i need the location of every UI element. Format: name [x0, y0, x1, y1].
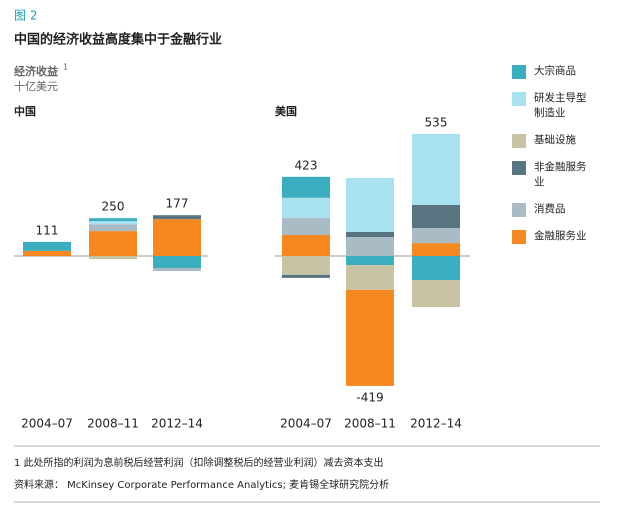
- panel-title: 美国: [275, 104, 297, 118]
- y-axis-label: 经济收益: [14, 64, 58, 78]
- bar-segment: [89, 218, 137, 222]
- bar-segment: [412, 133, 460, 205]
- bar-segment: [412, 228, 460, 244]
- total-label: 111: [36, 223, 59, 237]
- bar-segment: [282, 256, 330, 275]
- y-axis-label-sup: 1: [63, 63, 68, 72]
- legend-swatch: [512, 65, 526, 79]
- bar-segment: [412, 256, 460, 280]
- bar-segment: [346, 256, 394, 265]
- legend-item: 金融服务业: [512, 229, 636, 244]
- legend-label: 非金融服务业: [534, 161, 587, 188]
- legend-label: 消费品: [534, 203, 566, 215]
- bar-segment: [282, 176, 330, 198]
- bar-segment: [282, 274, 330, 278]
- bar-segment: [346, 289, 394, 386]
- x-tick-label: 2004–07: [21, 417, 73, 431]
- x-tick-label: 2012–14: [410, 417, 462, 431]
- bar-segment: [282, 235, 330, 256]
- legend-item: 消费品: [512, 202, 636, 217]
- legend-label: 研发主导型制造业: [534, 92, 587, 119]
- total-label: 423: [295, 158, 318, 172]
- bar-segment: [346, 232, 394, 238]
- total-label: 177: [166, 197, 189, 211]
- legend-item: 非金融服务业: [512, 160, 636, 190]
- legend: 大宗商品研发主导型制造业基础设施非金融服务业消费品金融服务业: [512, 64, 636, 256]
- footnote: 1 此处所指的利润为息前税后经营利润（扣除调整税后的经营业利润）减去资本支出: [14, 456, 384, 469]
- bar-segment: [346, 265, 394, 290]
- bar-segment: [153, 268, 201, 271]
- legend-label: 大宗商品: [534, 65, 576, 77]
- total-label: 535: [425, 115, 448, 129]
- panel-title: 中国: [14, 104, 36, 118]
- legend-label: 金融服务业: [534, 230, 587, 242]
- x-tick-label: 2012–14: [151, 417, 203, 431]
- legend-swatch: [512, 92, 526, 106]
- legend-swatch: [512, 230, 526, 244]
- bar-segment: [412, 243, 460, 256]
- source: 资料来源： McKinsey Corporate Performance Ana…: [14, 478, 389, 491]
- legend-item: 基础设施: [512, 133, 636, 148]
- legend-label: 基础设施: [534, 134, 576, 146]
- x-tick-label: 2008–11: [344, 417, 396, 431]
- bar-segment: [153, 219, 201, 256]
- bar-segment: [89, 224, 137, 232]
- bar-segment: [346, 178, 394, 232]
- bar-segment: [412, 280, 460, 307]
- bar-segment: [153, 256, 201, 268]
- bar-segment: [89, 256, 137, 259]
- legend-item: 大宗商品: [512, 64, 636, 79]
- bar-segment: [23, 241, 71, 251]
- bar-segment: [23, 250, 71, 256]
- x-tick-label: 2004–07: [280, 417, 332, 431]
- bar-segment: [282, 197, 330, 218]
- bar-segment: [282, 217, 330, 235]
- figure-label: 图 2: [14, 9, 37, 23]
- bar-segment: [89, 221, 137, 225]
- units: 十亿美元: [14, 79, 58, 93]
- bar-segment: [89, 231, 137, 256]
- bar-segment: [412, 205, 460, 229]
- total-label: 250: [102, 200, 125, 214]
- x-tick-label: 2008–11: [87, 417, 139, 431]
- total-label: -419: [356, 390, 383, 404]
- legend-item: 研发主导型制造业: [512, 91, 636, 121]
- bar-segment: [153, 215, 201, 220]
- legend-swatch: [512, 134, 526, 148]
- legend-swatch: [512, 161, 526, 175]
- chart-title: 中国的经济收益高度集中于金融行业: [14, 32, 222, 48]
- bar-segment: [346, 237, 394, 256]
- legend-swatch: [512, 203, 526, 217]
